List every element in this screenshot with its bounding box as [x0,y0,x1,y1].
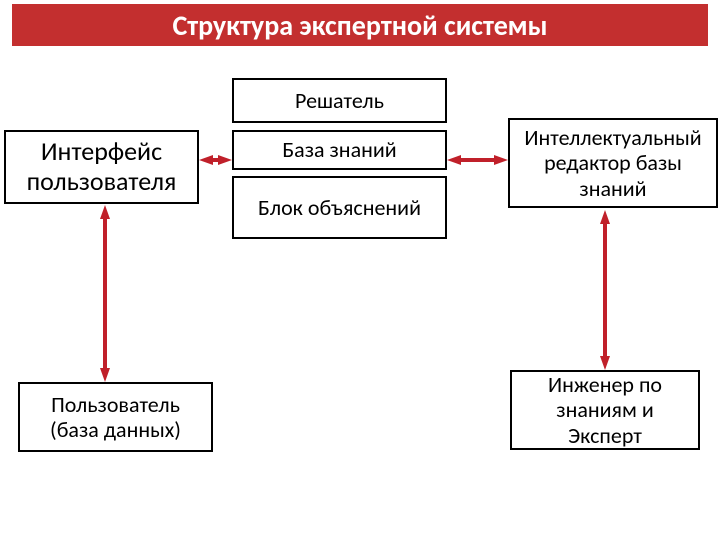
node-editor-label: Интеллектуаль­ный редактор базы знаний [518,125,708,201]
slide-title-band: Структура экспертной системы [12,4,708,46]
node-user-db: Пользователь (база данных) [18,382,213,452]
slide-title: Структура экспертной системы [172,8,547,43]
node-explain-label: Блок объяснений [258,195,421,220]
node-user-db-label: Пользователь (база данных) [28,392,203,443]
node-kb: База знаний [232,130,447,170]
node-explain: Блок объяснений [232,176,447,239]
node-editor: Интеллектуаль­ный редактор базы знаний [508,118,718,208]
node-solver: Решатель [232,78,447,123]
node-kb-label: База знаний [282,137,396,162]
node-engineer-label: Инженер по знаниям и Эксперт [520,372,690,448]
node-ui: Интерфейс пользователя [4,130,199,204]
node-engineer: Инженер по знаниям и Эксперт [510,370,700,450]
node-ui-label: Интерфейс пользователя [14,137,189,197]
node-solver-label: Решатель [295,88,384,113]
